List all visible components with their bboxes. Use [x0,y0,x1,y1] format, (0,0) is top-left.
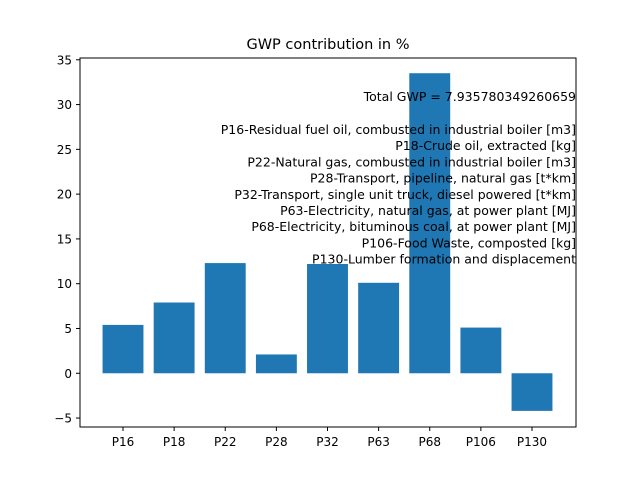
x-tick-label-p16: P16 [112,435,135,449]
legend-annotations: Total GWP = 7.935780349260659 P16-Residu… [221,89,576,267]
x-tick-label-p22: P22 [214,435,237,449]
annotation-line: P130-Lumber formation and displacement [312,252,576,267]
bar-p28 [255,354,297,374]
y-tick-label: 30 [57,98,72,112]
bar-p16 [102,324,144,374]
y-tick-label: 5 [64,322,72,336]
annotation-line: P18-Crude oil, extracted [kg] [395,138,576,153]
total-gwp-label: Total GWP = 7.935780349260659 [363,89,576,104]
bars-group [102,73,553,411]
annotation-line: P22-Natural gas, combusted in industrial… [247,154,576,169]
y-tick-label: 20 [57,188,72,202]
x-tick-label-p68: P68 [418,435,441,449]
x-tick-label-p130: P130 [517,435,547,449]
y-tick-label: 25 [57,143,72,157]
bar-p18 [153,302,195,374]
bar-p130 [511,373,553,411]
y-tick-label: 35 [57,53,72,67]
bar-p68 [409,73,451,374]
annotation-line: P106-Food Waste, composted [kg] [362,235,576,250]
chart-title: GWP contribution in % [246,37,409,53]
x-tick-label-p106: P106 [466,435,496,449]
x-tick-label-p28: P28 [265,435,288,449]
bar-p32 [307,264,348,374]
x-tick-label-p63: P63 [367,435,390,449]
x-axis: P16 P18 P22 P28 P32 P63 P68 P106 P130 [112,427,547,449]
x-tick-label-p18: P18 [163,435,186,449]
y-tick-label: 10 [57,277,72,291]
x-tick-label-p32: P32 [316,435,339,449]
annotation-line: P68-Electricity, bituminous coal, at pow… [251,219,576,234]
y-tick-label: 0 [64,367,72,381]
bar-p106 [460,327,502,374]
bar-p22 [204,263,246,374]
annotation-line: P28-Transport, pipeline, natural gas [t*… [310,171,576,186]
annotation-line: P16-Residual fuel oil, combusted in indu… [221,122,576,137]
y-tick-label: 15 [57,232,72,246]
annotation-line: P63-Electricity, natural gas, at power p… [280,203,576,218]
y-axis: −5 0 5 10 15 20 25 30 35 [54,53,80,426]
y-tick-label: −5 [54,412,72,426]
bar-p63 [358,282,400,374]
annotation-line: P32-Transport, single unit truck, diesel… [234,187,576,202]
